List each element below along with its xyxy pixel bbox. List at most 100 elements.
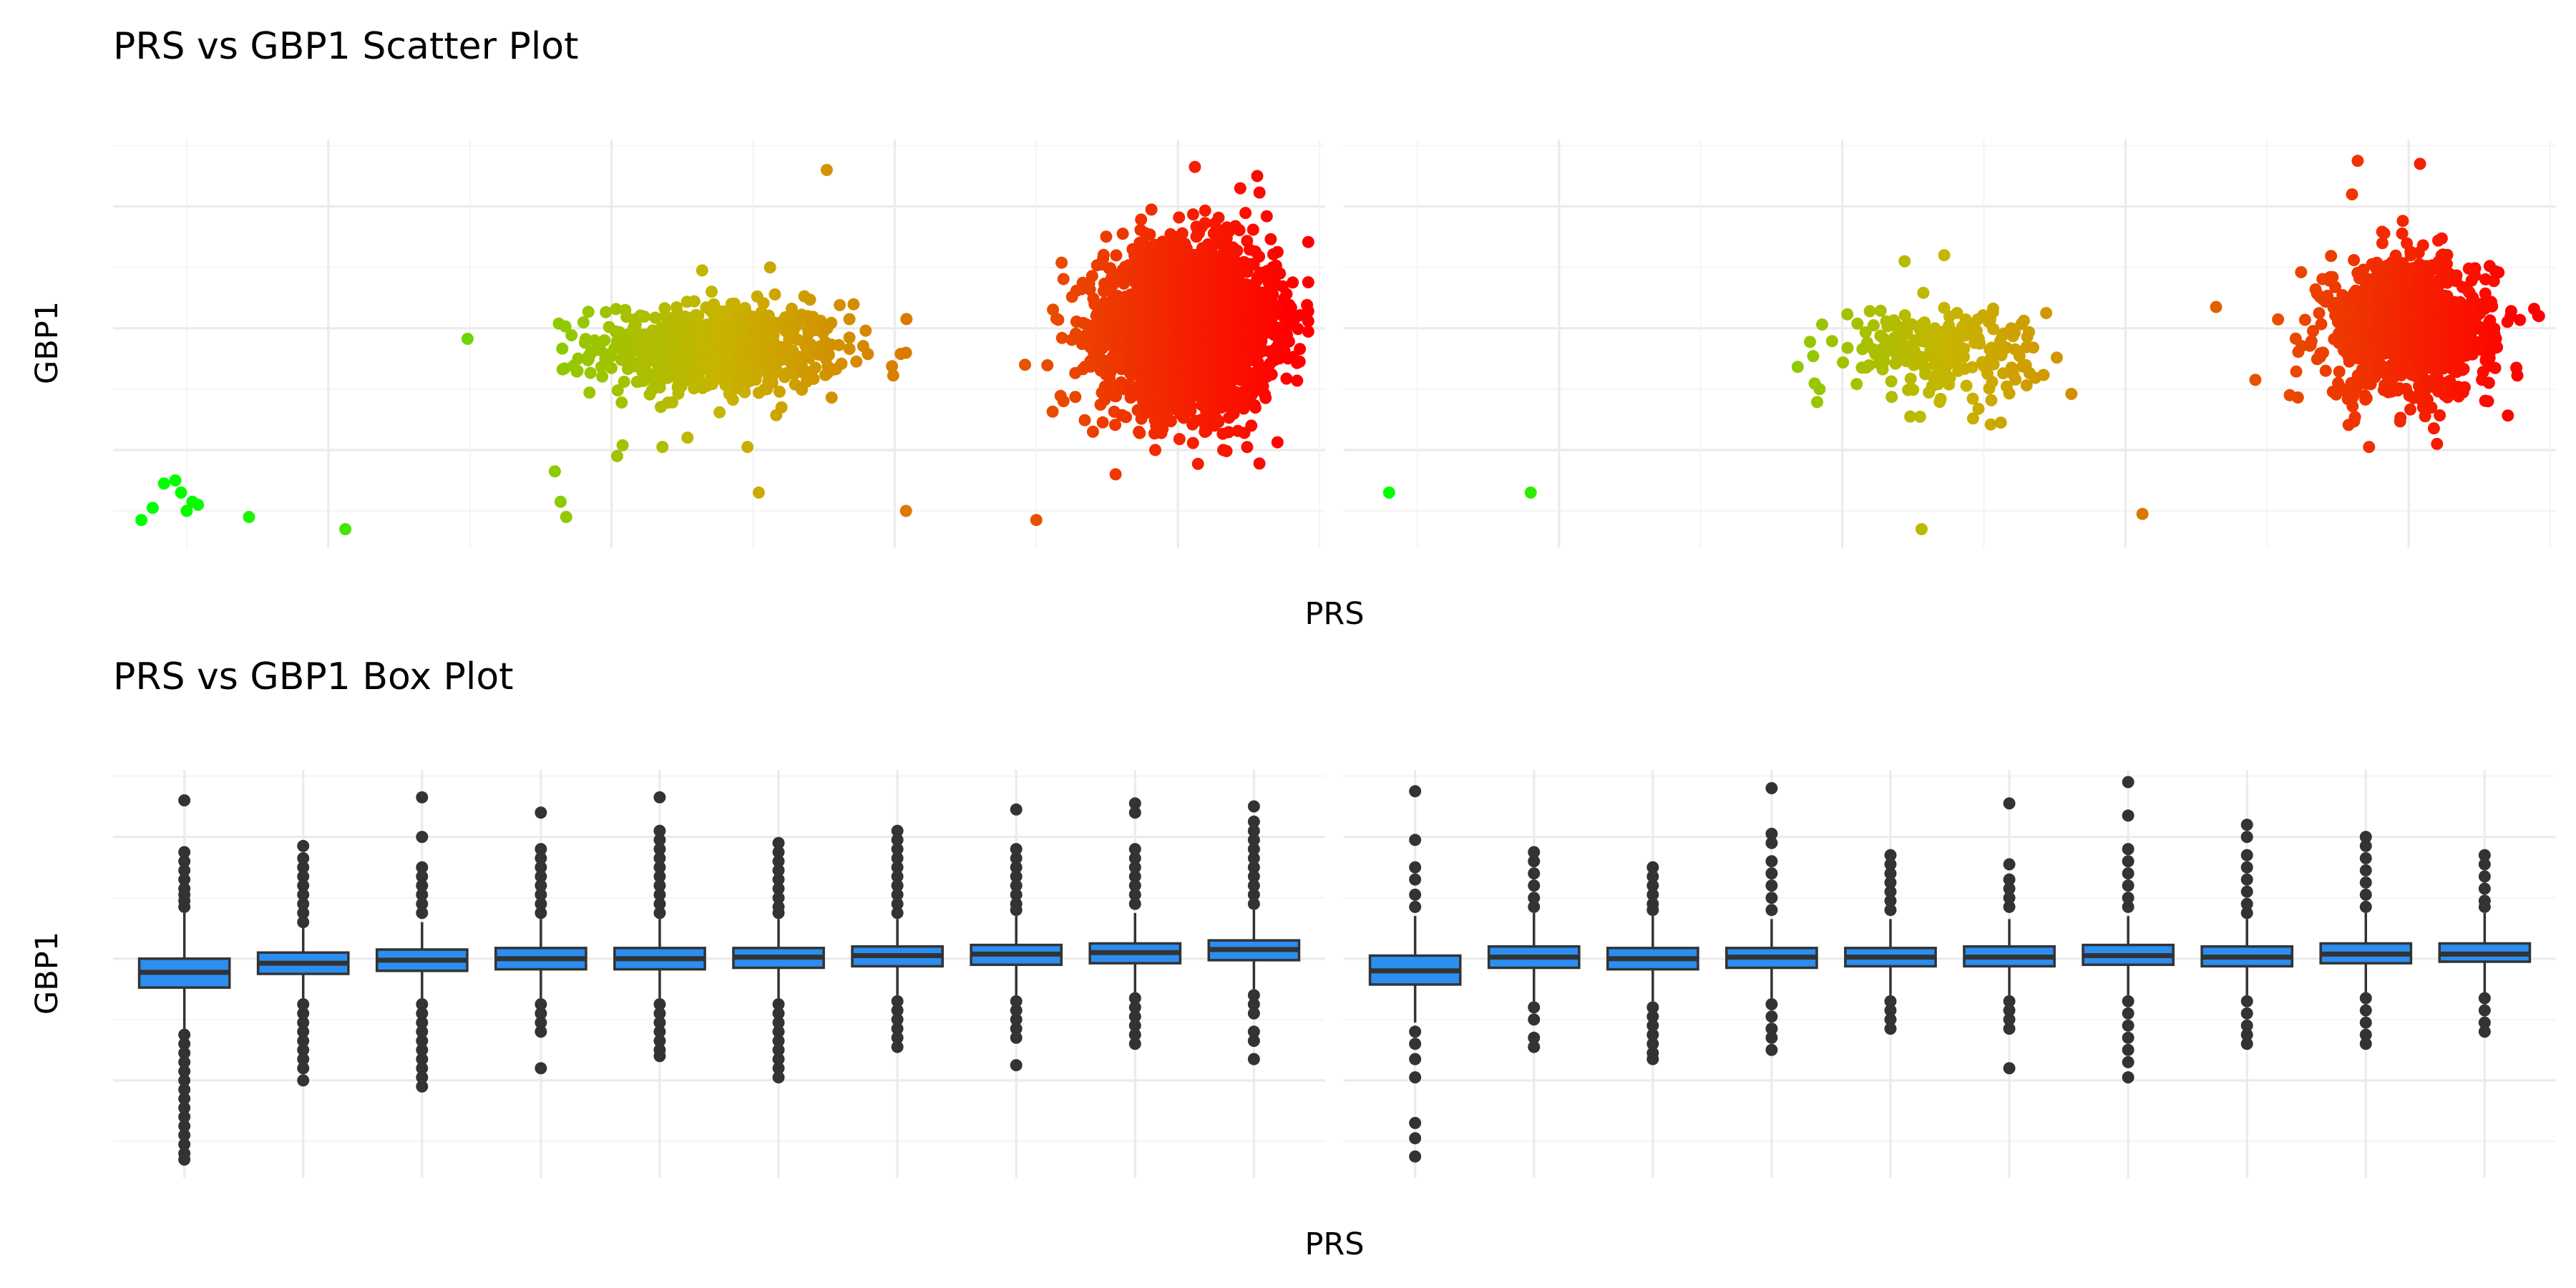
scatter-point [2333,366,2346,378]
box-outlier [1247,1053,1260,1065]
scatter-point [2378,227,2391,240]
scatter-point [1251,170,1264,182]
scatter-point [611,384,624,397]
box-outlier [297,1062,310,1075]
scatter-point [1041,359,1054,371]
scatter-point [2482,395,2494,408]
scatter-point [649,311,662,324]
scatter-point [2457,363,2470,376]
scatter-point [1199,204,1211,217]
scatter-point [1915,523,1928,535]
scatter-point [1985,394,1998,406]
scatter-point [146,502,159,514]
scatter-point [2502,409,2514,422]
scatter-point [1100,230,1113,243]
scatter-point [843,331,856,344]
scatter-point [1135,213,1148,226]
scatter-point [696,264,708,277]
scatter-point [1245,419,1258,432]
scatter-point [1994,416,2007,429]
scatter-point [1191,457,1204,470]
scatter-point [859,324,872,337]
box-outlier [2478,870,2491,883]
box-outlier [2122,776,2135,789]
scatter-point [1958,342,1971,355]
scatter-point [681,431,694,444]
scatter-point [610,303,623,316]
scatter-point [899,504,912,517]
box-outlier [297,916,310,929]
scatter-point [757,297,770,310]
scatter-point [1120,411,1132,424]
scatter-point [2492,266,2505,279]
scatter-point [1110,390,1122,403]
scatter-point [2065,388,2078,400]
scatter-point [847,298,860,311]
scatter-point [1904,372,1917,385]
scatter-point [1145,203,1158,216]
scatter-point [2317,346,2329,359]
box-outlier [1409,1038,1422,1050]
box-outlier [535,1025,547,1038]
box-outlier [1010,1031,1023,1044]
box-outlier [2359,900,2372,913]
box-outlier [297,1074,310,1087]
box-outlier [1128,897,1141,910]
scatter-point [616,439,629,452]
scatter-point [1176,227,1189,240]
scatter-point [1057,395,1070,408]
box-outlier [2240,995,2253,1008]
scatter-point [1185,400,1197,413]
scatter-point [1057,273,1070,286]
scatter-point [1239,207,1252,220]
scatter-point [600,306,613,318]
scatter-point [1934,393,1947,405]
box-outlier [2003,900,2016,913]
box-outlier [1765,1043,1778,1056]
scatter-point [835,357,848,370]
scatter-point [791,350,803,363]
scatter-point [1938,249,1951,262]
box-outlier [1409,785,1422,798]
box-outlier [416,1080,429,1093]
scatter-point [706,286,718,298]
box-outlier [1409,861,1422,874]
scatter-point [243,511,255,523]
scatter-point [738,386,751,399]
scatter-point [1811,396,1823,409]
scatter-point [2346,188,2358,201]
scatter-point [583,386,596,399]
scatter-point [1804,336,1816,348]
scatter-point [850,355,863,368]
scatter-point [1110,249,1123,262]
scatter-point [2434,409,2446,421]
scatter-point [1078,414,1091,426]
scatter-point [1046,405,1059,418]
scatter-point [598,334,611,347]
scatter-point [1096,342,1109,354]
scatter-point [825,316,838,329]
scatter-point [1302,276,1314,288]
scatter-point [169,474,182,487]
scatter-point [1984,418,1997,431]
scatter-y-axis-label: GBP1 [29,301,65,384]
box-outlier [1247,897,1260,910]
scatter-point [1898,255,1911,268]
scatter-point [1302,235,1314,248]
scatter-point [1302,325,1314,338]
scatter-point [2441,248,2454,261]
scatter-point [1524,486,1537,499]
scatter-point [1241,441,1254,454]
scatter-point [2514,313,2527,326]
box-outlier [416,907,429,919]
scatter-point [2003,387,2016,400]
box-outlier [535,907,547,919]
scatter-point [1282,335,1295,348]
scatter-point [726,394,739,406]
box-outlier [297,839,310,852]
scatter-point [1030,514,1043,527]
scatter-point [1302,315,1314,328]
box-outlier [2003,797,2016,810]
box-outlier [1247,800,1260,813]
